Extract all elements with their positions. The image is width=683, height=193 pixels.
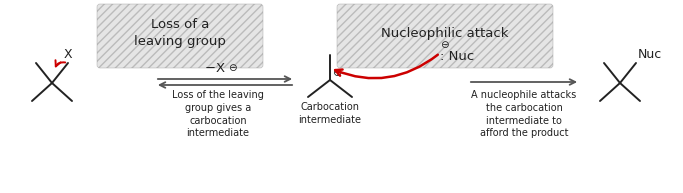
Text: ⊕: ⊕ (333, 68, 342, 78)
FancyBboxPatch shape (97, 4, 263, 68)
Text: Nucleophilic attack: Nucleophilic attack (381, 26, 509, 40)
Text: A nucleophile attacks
the carbocation
intermediate to
afford the product: A nucleophile attacks the carbocation in… (471, 90, 576, 138)
FancyBboxPatch shape (337, 4, 553, 68)
Text: Loss of the leaving
group gives a
carbocation
intermediate: Loss of the leaving group gives a carboc… (172, 90, 264, 138)
Text: : Nuc: : Nuc (440, 49, 474, 63)
Text: Nuc: Nuc (638, 48, 663, 61)
Text: ⊖: ⊖ (228, 63, 237, 73)
Text: ⊖: ⊖ (440, 40, 449, 50)
Text: Loss of a
leaving group: Loss of a leaving group (134, 18, 226, 48)
Text: $-$X: $-$X (204, 62, 226, 75)
Text: X: X (64, 48, 72, 61)
Text: Carbocation
intermediate: Carbocation intermediate (298, 102, 361, 125)
